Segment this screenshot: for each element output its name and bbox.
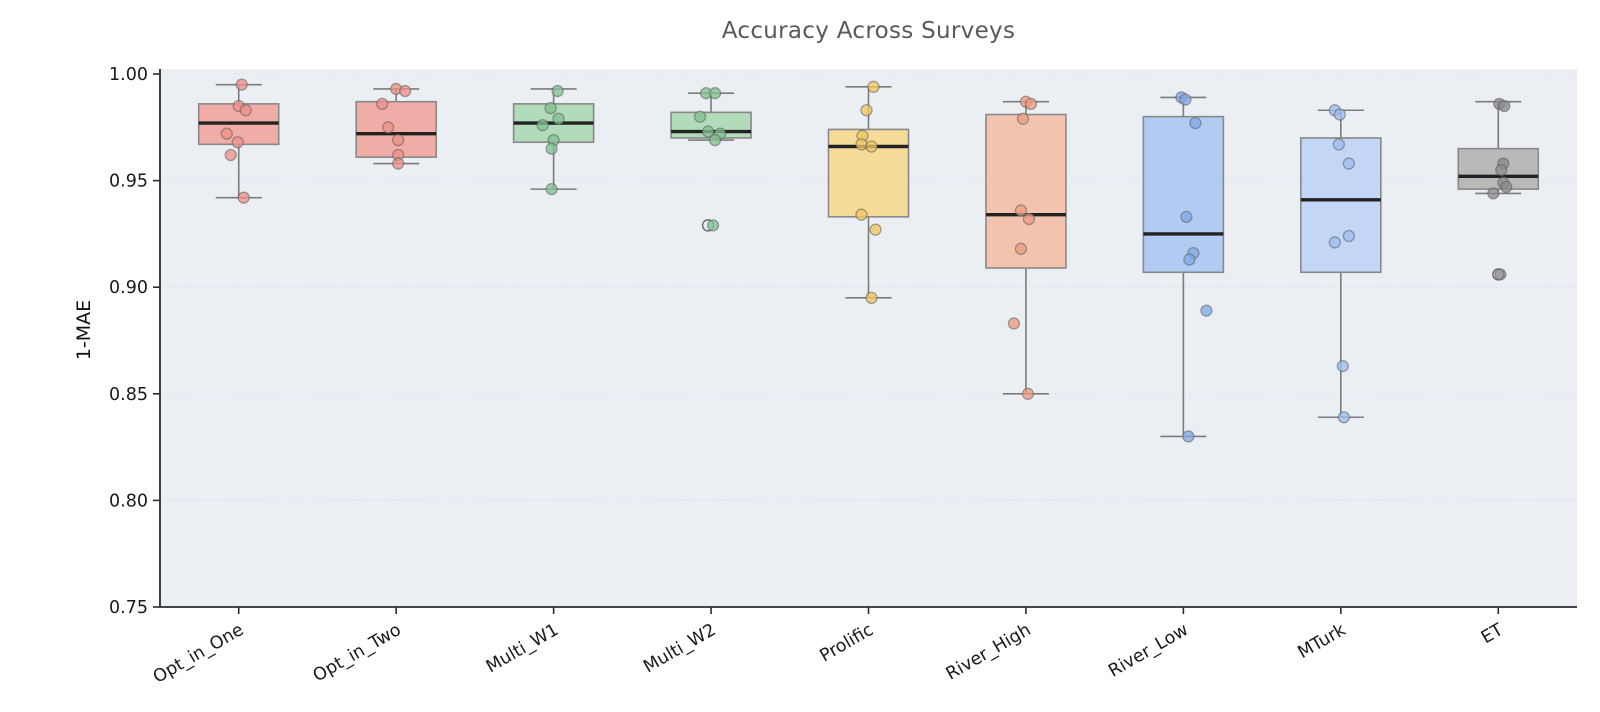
- data-point: [392, 133, 405, 147]
- data-point: [708, 133, 722, 147]
- iqr-box: [1142, 115, 1225, 274]
- box-Multi_W2: [670, 87, 752, 232]
- data-point: [693, 110, 707, 123]
- data-point: [1342, 157, 1355, 170]
- data-point: [1179, 93, 1192, 106]
- box-Prolific: [827, 80, 910, 305]
- data-point: [1022, 212, 1036, 226]
- data-point: [231, 136, 244, 149]
- iqr-box: [355, 100, 437, 158]
- box-ET: [1457, 97, 1540, 281]
- data-point: [1336, 359, 1349, 373]
- x-tick-label: ET: [1478, 620, 1507, 648]
- data-point: [1500, 180, 1513, 194]
- x-tick-label: Multi_W1: [483, 620, 562, 677]
- data-point: [1333, 108, 1346, 121]
- data-point: [1182, 430, 1195, 443]
- data-point: [867, 80, 880, 93]
- data-point: [1180, 210, 1193, 223]
- data-point: [1342, 229, 1355, 243]
- data-point: [701, 125, 715, 138]
- data-point: [1014, 242, 1028, 255]
- data-point: [865, 140, 878, 153]
- iqr-box: [985, 113, 1067, 269]
- x-tick-label: Multi_W2: [640, 620, 719, 677]
- box-MTurk: [1300, 104, 1382, 424]
- y-tick-label: 0.90: [109, 278, 148, 298]
- x-tick-label: River_High: [943, 620, 1035, 684]
- x-tick-label: Opt_in_One: [150, 620, 247, 688]
- box-River_Low: [1142, 91, 1225, 443]
- y-tick-label: 0.80: [109, 491, 148, 511]
- y-tick-label: 0.95: [109, 172, 148, 192]
- data-point: [382, 121, 395, 134]
- data-point: [706, 219, 720, 232]
- data-point: [1014, 204, 1028, 217]
- data-point: [708, 87, 722, 100]
- box-Multi_W1: [512, 84, 595, 196]
- data-point: [1332, 138, 1345, 151]
- data-point: [1189, 116, 1202, 130]
- x-tick-label: River_Low: [1105, 620, 1192, 682]
- y-tick-label: 0.75: [109, 598, 148, 618]
- x-tick-label: Prolific: [817, 620, 877, 666]
- data-point: [855, 208, 868, 221]
- data-point: [552, 112, 565, 125]
- box-Opt_in_One: [197, 78, 280, 204]
- data-point: [1021, 387, 1035, 400]
- data-point: [865, 291, 878, 305]
- box-Opt_in_Two: [355, 82, 437, 170]
- data-point: [551, 84, 564, 98]
- data-point: [1183, 253, 1196, 266]
- data-point: [1495, 163, 1508, 177]
- data-point: [1487, 187, 1500, 200]
- data-point: [1498, 99, 1511, 113]
- chart-title: Accuracy Across Surveys: [721, 18, 1016, 44]
- y-tick-label: 0.85: [109, 385, 148, 405]
- data-point: [376, 97, 389, 110]
- data-point: [1494, 268, 1507, 281]
- data-point: [855, 138, 868, 151]
- data-point: [1007, 317, 1021, 330]
- box-River_High: [985, 95, 1067, 400]
- data-point: [1024, 97, 1038, 110]
- data-point: [399, 84, 412, 98]
- data-point: [1016, 112, 1030, 125]
- iqr-box: [1300, 137, 1382, 274]
- x-tick-label: Opt_in_Two: [310, 620, 405, 686]
- data-point: [1328, 236, 1341, 249]
- data-point: [239, 104, 252, 117]
- data-point: [869, 223, 882, 236]
- data-point: [392, 157, 405, 170]
- data-point: [235, 78, 248, 91]
- data-point: [545, 142, 558, 155]
- data-point: [545, 182, 558, 196]
- x-tick-label: MTurk: [1295, 620, 1350, 664]
- data-point: [860, 104, 873, 117]
- data-point: [536, 119, 549, 132]
- data-point: [220, 127, 233, 140]
- y-tick-label: 1.00: [109, 65, 148, 85]
- y-axis-label: 1-MAE: [73, 299, 95, 361]
- data-point: [1337, 411, 1350, 424]
- data-point: [237, 191, 250, 204]
- data-point: [224, 148, 237, 162]
- data-point: [544, 101, 557, 115]
- data-point: [1200, 304, 1213, 317]
